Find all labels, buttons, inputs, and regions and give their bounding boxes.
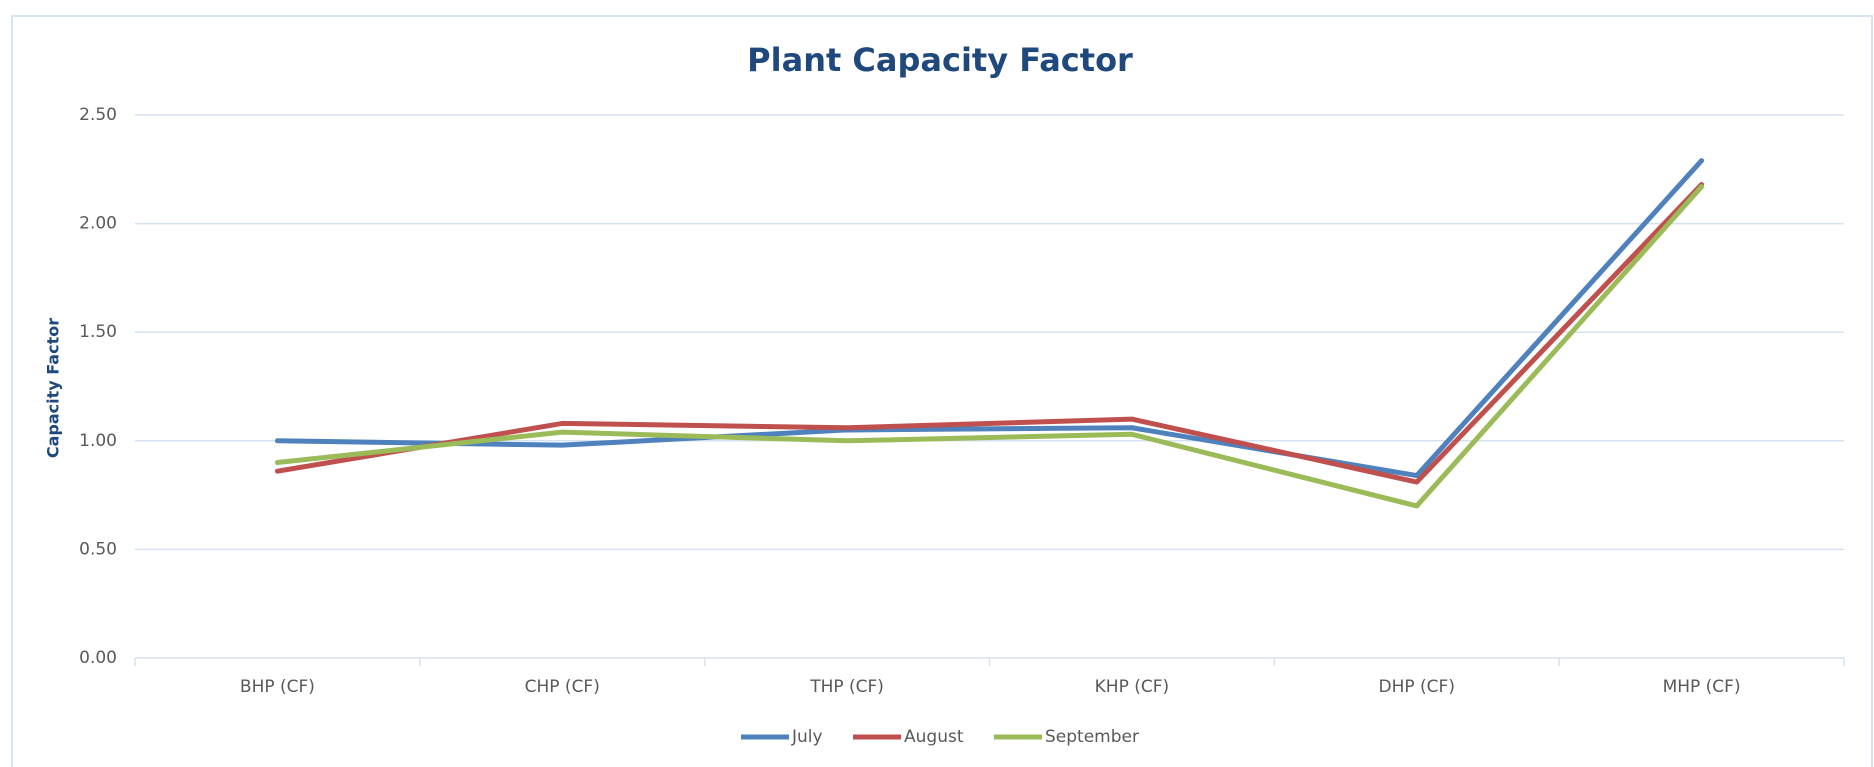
legend-label: August — [904, 727, 964, 747]
x-tick-label: MHP (CF) — [1663, 677, 1741, 697]
x-tick-label: KHP (CF) — [1095, 677, 1170, 697]
legend-label: July — [791, 727, 823, 747]
legend-label: September — [1045, 727, 1139, 747]
y-tick-label: 0.50 — [79, 539, 117, 559]
y-axis-label: Capacity Factor — [44, 318, 63, 458]
x-tick-label: THP (CF) — [809, 677, 884, 697]
y-tick-label: 1.00 — [79, 431, 117, 451]
y-tick-label: 0.00 — [79, 648, 117, 668]
x-tick-label: DHP (CF) — [1379, 677, 1455, 697]
x-tick-label: BHP (CF) — [240, 677, 315, 697]
y-tick-label: 2.50 — [79, 105, 117, 125]
series-line — [274, 182, 1705, 485]
series-line — [274, 184, 1705, 509]
x-tick-label: CHP (CF) — [525, 677, 600, 697]
y-tick-label: 2.00 — [79, 214, 117, 234]
series-line — [274, 158, 1705, 479]
y-tick-label: 1.50 — [79, 322, 117, 342]
chart-border — [11, 15, 1873, 767]
chart-title: Plant Capacity Factor — [747, 41, 1133, 79]
